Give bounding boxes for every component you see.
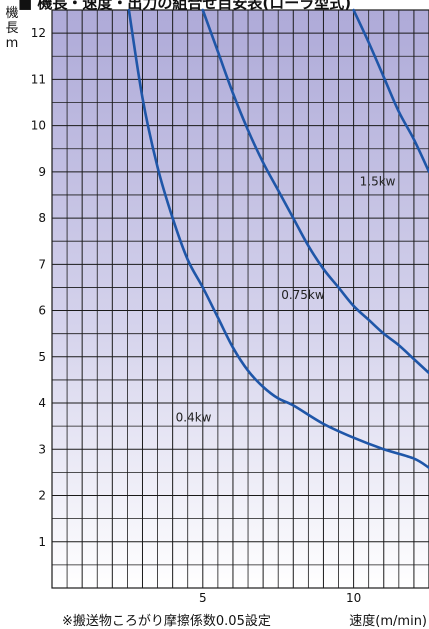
y-tick-label: 1: [38, 535, 46, 549]
x-tick-label: 5: [199, 591, 207, 605]
y-axis-label-char: 長: [5, 21, 19, 36]
y-tick-label: 11: [31, 72, 46, 86]
series-line-0.4kw: [127, 8, 429, 470]
y-axis-label-unit: m: [5, 36, 19, 51]
y-tick-label: 7: [38, 257, 46, 271]
y-tick-label: 4: [38, 396, 46, 410]
y-tick-label: 6: [38, 304, 46, 318]
series-label: 1.5kw: [360, 175, 396, 189]
series-line-0.75kw: [201, 8, 429, 375]
plot-frame: [51, 9, 429, 589]
curves: [127, 8, 429, 470]
x-axis-label: 速度(m/min): [349, 614, 427, 629]
y-tick-label: 5: [38, 350, 46, 364]
chart-title: ■ 機長・速度・出力の組合せ目安表(ローラ型式): [18, 0, 352, 12]
y-tick-label: 10: [31, 119, 46, 133]
y-tick-label: 9: [38, 165, 46, 179]
series-label: 0.75kw: [281, 288, 325, 302]
series-line-1.5kw: [352, 8, 429, 174]
series-label: 0.4kw: [176, 411, 212, 425]
series-labels: 0.4kw 0.75kw 1.5kw: [176, 175, 396, 425]
footnote: ※搬送物ころがり摩擦係数0.05設定: [62, 614, 271, 629]
y-axis-label-char: 機: [5, 6, 19, 21]
grid: [51, 9, 429, 589]
y-tick-label: 8: [38, 211, 46, 225]
x-tick-label: 10: [346, 591, 361, 605]
y-tick-label: 12: [31, 26, 46, 40]
y-tick-label: 3: [38, 442, 46, 456]
y-tick-label: 2: [38, 489, 46, 503]
plot-background: [52, 10, 429, 588]
y-axis-label: 機 長 m: [2, 6, 22, 51]
